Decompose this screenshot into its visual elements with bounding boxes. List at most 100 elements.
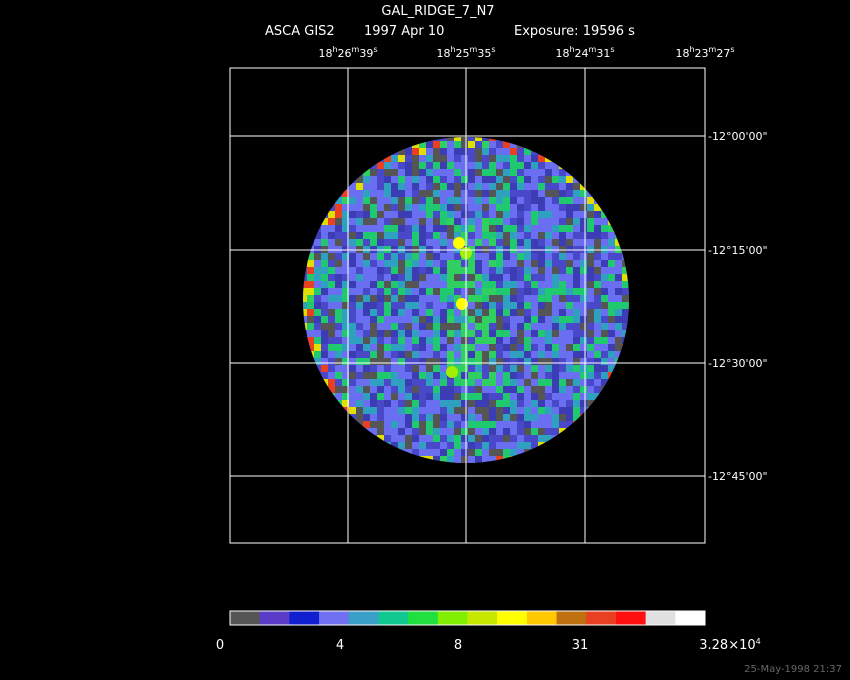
- pixel: [426, 316, 433, 323]
- pixel: [622, 330, 629, 337]
- pixel: [482, 183, 489, 190]
- pixel: [398, 386, 405, 393]
- pixel: [482, 162, 489, 169]
- pixel: [461, 372, 468, 379]
- pixel: [454, 442, 461, 449]
- colorbar-swatch: [348, 611, 379, 625]
- pixel: [426, 379, 433, 386]
- pixel: [440, 155, 447, 162]
- pixel: [503, 295, 510, 302]
- superscript: h: [332, 45, 337, 54]
- pixel: [489, 344, 496, 351]
- pixel: [503, 449, 510, 456]
- pixel: [489, 267, 496, 274]
- pixel: [419, 379, 426, 386]
- superscript: 4: [756, 637, 761, 646]
- pixel: [461, 232, 468, 239]
- pixel: [349, 365, 356, 372]
- pixel: [482, 148, 489, 155]
- pixel: [524, 239, 531, 246]
- pixel: [510, 204, 517, 211]
- pixel: [412, 218, 419, 225]
- pixel: [573, 190, 580, 197]
- pixel: [538, 204, 545, 211]
- pixel: [524, 281, 531, 288]
- pixel: [419, 372, 426, 379]
- pixel: [440, 428, 447, 435]
- pixel: [524, 344, 531, 351]
- pixel: [447, 400, 454, 407]
- pixel: [517, 386, 524, 393]
- pixel: [517, 141, 524, 148]
- pixel: [454, 176, 461, 183]
- pixel: [356, 379, 363, 386]
- pixel: [475, 169, 482, 176]
- pixel: [510, 253, 517, 260]
- pixel: [454, 351, 461, 358]
- pixel: [552, 337, 559, 344]
- pixel: [426, 253, 433, 260]
- pixel: [531, 421, 538, 428]
- pixel: [328, 344, 335, 351]
- pixel: [349, 400, 356, 407]
- pixel: [356, 372, 363, 379]
- pixel: [573, 421, 580, 428]
- pixel: [433, 379, 440, 386]
- pixel: [426, 351, 433, 358]
- pixel: [377, 351, 384, 358]
- pixel: [342, 302, 349, 309]
- pixel: [475, 456, 482, 463]
- pixel: [545, 358, 552, 365]
- label-part: 8: [454, 638, 462, 653]
- pixel: [356, 176, 363, 183]
- pixel: [433, 407, 440, 414]
- pixel: [307, 288, 314, 295]
- pixel: [510, 435, 517, 442]
- pixel: [517, 176, 524, 183]
- pixel: [489, 449, 496, 456]
- pixel: [496, 169, 503, 176]
- pixel: [559, 344, 566, 351]
- pixel: [412, 239, 419, 246]
- pixel: [377, 365, 384, 372]
- pixel: [398, 239, 405, 246]
- pixel: [573, 386, 580, 393]
- pixel: [412, 428, 419, 435]
- pixel: [531, 239, 538, 246]
- pixel: [342, 358, 349, 365]
- pixel: [552, 295, 559, 302]
- pixel: [363, 288, 370, 295]
- pixel: [405, 211, 412, 218]
- pixel: [559, 232, 566, 239]
- pixel: [587, 232, 594, 239]
- pixel: [454, 309, 461, 316]
- pixel: [482, 428, 489, 435]
- pixel: [426, 218, 433, 225]
- pixel: [328, 372, 335, 379]
- pixel: [391, 197, 398, 204]
- pixel: [475, 141, 482, 148]
- pixel: [384, 169, 391, 176]
- pixel: [566, 428, 573, 435]
- pixel: [489, 141, 496, 148]
- pixel: [482, 365, 489, 372]
- pixel: [552, 386, 559, 393]
- pixel: [377, 330, 384, 337]
- pixel: [314, 274, 321, 281]
- pixel: [496, 267, 503, 274]
- pixel: [489, 218, 496, 225]
- pixel: [482, 344, 489, 351]
- pixel: [538, 379, 545, 386]
- pixel: [615, 330, 622, 337]
- pixel: [580, 260, 587, 267]
- ra-label: 18h24m31s: [555, 45, 614, 60]
- pixel: [426, 435, 433, 442]
- pixel: [489, 137, 496, 141]
- pixel: [391, 428, 398, 435]
- pixel: [587, 344, 594, 351]
- pixel: [468, 400, 475, 407]
- pixel: [496, 302, 503, 309]
- pixel: [384, 400, 391, 407]
- pixel: [405, 400, 412, 407]
- pixel: [510, 295, 517, 302]
